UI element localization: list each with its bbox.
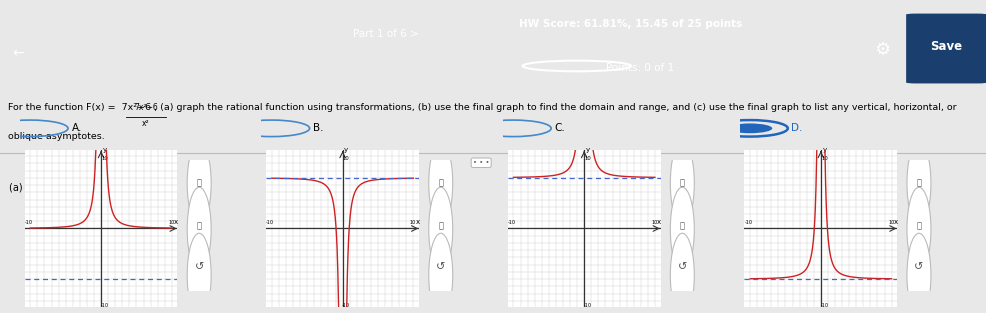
Text: 🔍: 🔍: [438, 179, 444, 188]
Text: • • •: • • •: [473, 160, 489, 166]
Text: -10: -10: [820, 303, 828, 308]
Circle shape: [670, 187, 694, 271]
Text: x: x: [893, 219, 898, 225]
Text: -10: -10: [266, 220, 274, 225]
Text: -10: -10: [101, 303, 108, 308]
Text: 10: 10: [102, 156, 108, 161]
Text: ↺: ↺: [436, 262, 446, 272]
Text: oblique asymptotes.: oblique asymptotes.: [8, 132, 105, 141]
Circle shape: [429, 233, 453, 313]
Text: 🔍: 🔍: [916, 179, 922, 188]
FancyBboxPatch shape: [906, 13, 986, 84]
Circle shape: [187, 141, 211, 225]
Text: HW Score: 61.81%, 15.45 of 25 points: HW Score: 61.81%, 15.45 of 25 points: [520, 19, 742, 29]
Circle shape: [728, 123, 772, 133]
Text: 🔍: 🔍: [679, 179, 685, 188]
Text: y: y: [344, 147, 348, 153]
Text: 10: 10: [410, 220, 416, 225]
Text: y: y: [103, 147, 106, 153]
Text: 10: 10: [169, 220, 175, 225]
Text: -10: -10: [342, 303, 350, 308]
Text: ⚙: ⚙: [875, 41, 890, 59]
Text: Save: Save: [931, 40, 962, 53]
Text: x: x: [174, 219, 178, 225]
Text: 10: 10: [821, 156, 828, 161]
Circle shape: [670, 141, 694, 225]
Text: -10: -10: [744, 220, 752, 225]
Text: 7x²−6: 7x²−6: [134, 103, 158, 112]
Circle shape: [429, 187, 453, 271]
Text: D.: D.: [791, 123, 803, 133]
Text: For the function F(x) =  7x²−6 , (a) graph the rational function using transform: For the function F(x) = 7x²−6 , (a) grap…: [8, 103, 956, 112]
Text: ↺: ↺: [914, 262, 924, 272]
Text: -10: -10: [584, 303, 592, 308]
Text: >: >: [410, 29, 418, 39]
Text: 10: 10: [585, 156, 592, 161]
Text: 🔍: 🔍: [916, 221, 922, 230]
Circle shape: [187, 233, 211, 313]
Text: ←: ←: [12, 46, 24, 60]
Text: x: x: [415, 219, 420, 225]
Text: y: y: [822, 147, 826, 153]
Text: 🔍: 🔍: [679, 221, 685, 230]
Circle shape: [907, 141, 931, 225]
Text: C.: C.: [554, 123, 565, 133]
Text: y: y: [586, 147, 590, 153]
Text: 🔍: 🔍: [196, 221, 202, 230]
Circle shape: [907, 187, 931, 271]
Text: 10: 10: [888, 220, 894, 225]
Text: ↺: ↺: [194, 262, 204, 272]
Text: 🔍: 🔍: [196, 179, 202, 188]
Text: 🔍: 🔍: [438, 221, 444, 230]
Text: A.: A.: [71, 123, 82, 133]
Text: x²: x²: [142, 119, 150, 128]
Text: x: x: [657, 219, 662, 225]
Text: 10: 10: [343, 156, 350, 161]
Text: -10: -10: [508, 220, 516, 225]
Text: 10: 10: [652, 220, 658, 225]
Text: ↺: ↺: [677, 262, 687, 272]
Circle shape: [429, 141, 453, 225]
Circle shape: [670, 233, 694, 313]
Text: Part 1 of 6: Part 1 of 6: [353, 29, 406, 39]
Text: -10: -10: [25, 220, 33, 225]
Circle shape: [187, 187, 211, 271]
Text: (a) Choose the correct graph.: (a) Choose the correct graph.: [9, 183, 153, 193]
Circle shape: [907, 233, 931, 313]
Text: Points: 0 of 1: Points: 0 of 1: [606, 63, 674, 73]
Text: B.: B.: [314, 123, 323, 133]
